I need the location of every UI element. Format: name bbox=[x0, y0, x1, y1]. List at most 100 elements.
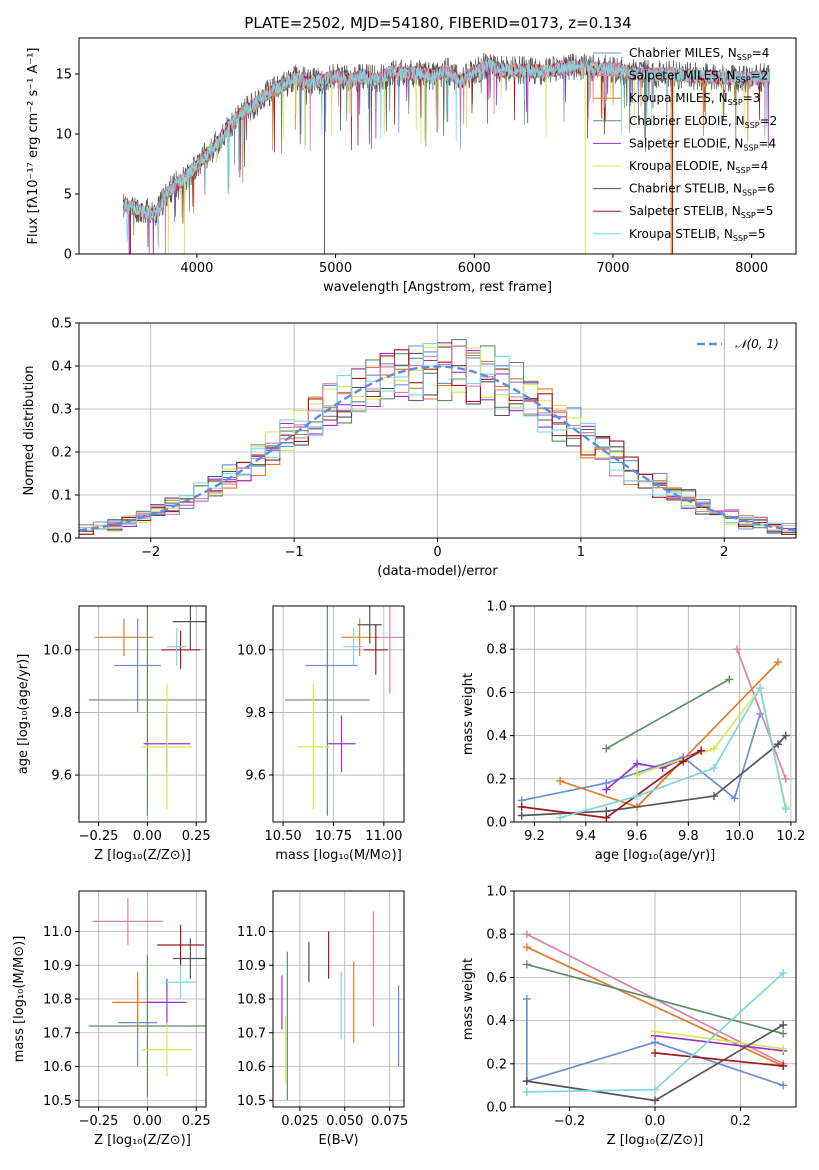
legend: Chabrier MILES, NSSP=4 Salpeter MILES, NS… bbox=[593, 46, 777, 243]
x-axis-label: E(B-V) bbox=[318, 1133, 358, 1148]
y-tick-label: 11.0 bbox=[237, 925, 266, 940]
axes-frame bbox=[513, 605, 797, 823]
axes-frame bbox=[272, 890, 405, 1108]
axes-Z-vs-age: −0.25 0.00 0.25 9.6 9.8 10.0 Z [log₁₀(Z/Z⊙)] ag… bbox=[16, 605, 211, 863]
x-tick-label: 6000 bbox=[458, 261, 491, 276]
plus-marker bbox=[779, 1044, 788, 1053]
plot-area bbox=[514, 606, 796, 822]
axes-ebv-vs-mass: 0.025 0.050 0.075 10.5 10.6 10.7 10.8 10.9 11.0 E… bbox=[237, 890, 408, 1148]
x-tick-label: 0.00 bbox=[133, 829, 162, 844]
legend-label: Kroupa ELODIE, NSSP=4 bbox=[629, 159, 768, 175]
figure-title: PLATE=2502, MJD=54180, FIBERID=0173, z=0… bbox=[244, 14, 631, 32]
x-tick-label: 11.00 bbox=[365, 829, 402, 844]
errorbar-point bbox=[343, 627, 364, 666]
weight-line-c3 bbox=[526, 963, 784, 1035]
errorbar-point bbox=[164, 965, 197, 999]
plus-marker bbox=[709, 744, 718, 753]
y-tick-label: 0.8 bbox=[486, 928, 507, 943]
plot-area bbox=[79, 891, 206, 1107]
plus-marker bbox=[522, 1087, 531, 1096]
weight-line-c9 bbox=[559, 685, 787, 819]
errorbar-point bbox=[363, 624, 388, 675]
y-tick-label: 9.6 bbox=[245, 769, 266, 784]
y-axis-label: Flux [fλ10⁻¹⁷ erg cm⁻² s⁻¹ A⁻¹] bbox=[26, 48, 41, 245]
axes-frame bbox=[272, 605, 405, 823]
y-tick-label: 10.6 bbox=[237, 1060, 266, 1075]
plus-marker bbox=[517, 802, 526, 811]
x-tick-label: 0.2 bbox=[730, 1114, 751, 1129]
legend-label: Salpeter ELODIE, NSSP=4 bbox=[629, 136, 776, 152]
x-tick-label: 9.8 bbox=[678, 829, 699, 844]
x-axis-label: Z [log₁₀(Z/Z⊙)] bbox=[607, 1133, 704, 1148]
y-tick-label: 0.5 bbox=[51, 317, 72, 332]
errorbar-point bbox=[157, 924, 205, 966]
plus-marker bbox=[633, 770, 642, 779]
x-tick-label: 2 bbox=[720, 545, 728, 560]
y-axis-label: mass weight bbox=[461, 958, 476, 1040]
y-tick-label: 0 bbox=[64, 248, 72, 263]
legend-label: Kroupa STELIB, NSSP=5 bbox=[629, 227, 766, 243]
y-axis-label: mass [log₁₀(M/M⊙)] bbox=[12, 936, 27, 1063]
x-tick-label: −0.25 bbox=[79, 829, 119, 844]
y-tick-label: 0.0 bbox=[486, 816, 507, 831]
errorbar-point bbox=[327, 715, 356, 772]
plus-marker bbox=[781, 805, 790, 814]
axes-Z-vs-weight: −0.2 0.0 0.2 0.0 0.2 0.4 0.6 0.8 1.0 Z [log₁₀(Z/Z… bbox=[461, 885, 797, 1148]
x-axis-label: Z [log₁₀(Z/Z⊙)] bbox=[94, 848, 191, 863]
y-tick-label: 9.8 bbox=[51, 706, 72, 721]
plot-area bbox=[79, 606, 206, 822]
y-tick-label: 0.2 bbox=[51, 446, 72, 461]
errorbar-point bbox=[141, 684, 193, 810]
y-tick-label: 0.0 bbox=[486, 1101, 507, 1116]
y-tick-label: 9.6 bbox=[51, 769, 72, 784]
plus-marker bbox=[697, 746, 706, 755]
x-tick-label: 0.0 bbox=[645, 1114, 666, 1129]
x-tick-label: 10.50 bbox=[264, 829, 301, 844]
y-tick-label: 0.2 bbox=[486, 1057, 507, 1072]
spectrum-line-c6 bbox=[123, 52, 770, 248]
normal-curve bbox=[79, 365, 796, 532]
y-tick-label: 10.7 bbox=[237, 1026, 266, 1041]
errorbar-point bbox=[172, 938, 206, 979]
x-tick-label: 0.075 bbox=[371, 1114, 408, 1129]
plus-marker bbox=[779, 1029, 788, 1038]
plus-marker bbox=[651, 1085, 659, 1094]
plus-marker bbox=[774, 740, 783, 749]
x-tick-label: 7000 bbox=[596, 261, 629, 276]
plus-marker bbox=[522, 930, 531, 939]
errorbar-point bbox=[375, 606, 404, 694]
y-tick-label: 0.6 bbox=[486, 971, 507, 986]
x-tick-label: −2 bbox=[141, 545, 160, 560]
y-axis-label: Normed distribution bbox=[22, 366, 37, 496]
plus-marker bbox=[733, 645, 742, 654]
plus-marker bbox=[779, 1061, 788, 1070]
plus-marker bbox=[522, 995, 531, 1003]
plus-marker bbox=[522, 1077, 531, 1086]
x-tick-label: 10.0 bbox=[725, 829, 754, 844]
errorbar-point bbox=[285, 606, 370, 816]
y-tick-label: 15 bbox=[55, 68, 72, 83]
y-tick-label: 9.8 bbox=[245, 706, 266, 721]
y-tick-label: 0.0 bbox=[51, 532, 72, 547]
plus-marker bbox=[651, 1096, 659, 1105]
x-tick-label: −0.2 bbox=[554, 1114, 586, 1129]
y-tick-label: 5 bbox=[64, 188, 72, 203]
plus-marker bbox=[709, 792, 718, 801]
x-tick-label: 0.00 bbox=[133, 1114, 162, 1129]
x-tick-label: 10.2 bbox=[776, 829, 805, 844]
errorbar-point bbox=[141, 1022, 193, 1077]
errorbar-point bbox=[114, 618, 162, 713]
legend-label: Kroupa MILES, NSSP=3 bbox=[629, 91, 760, 107]
x-tick-label: 9.6 bbox=[627, 829, 648, 844]
weight-line-c7 bbox=[521, 749, 702, 819]
x-tick-label: 9.4 bbox=[575, 829, 596, 844]
errorbar-point bbox=[88, 606, 206, 816]
plot-area bbox=[514, 891, 796, 1107]
x-axis-label: Z [log₁₀(Z/Z⊙)] bbox=[94, 1133, 191, 1148]
y-tick-label: 10.5 bbox=[237, 1094, 266, 1109]
x-tick-label: 4000 bbox=[180, 261, 213, 276]
legend-label: Salpeter STELIB, NSSP=5 bbox=[629, 204, 773, 220]
axes-frame bbox=[78, 890, 207, 1108]
axes-residuals: −2 −1 0 1 2 0.0 0.1 0.2 0.3 0.4 0.5 (data-model)/er… bbox=[22, 317, 797, 579]
